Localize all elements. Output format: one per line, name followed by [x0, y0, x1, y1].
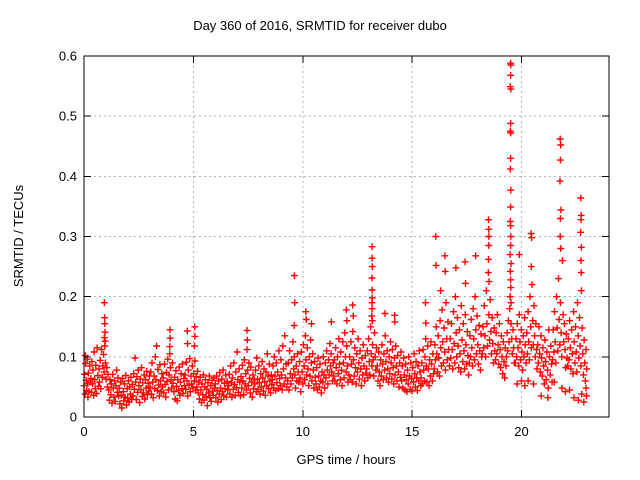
x-axis-label: GPS time / hours — [296, 452, 396, 467]
x-tick-label: 0 — [80, 424, 87, 439]
x-tick-label: 20 — [514, 424, 528, 439]
x-tick-label: 15 — [405, 424, 419, 439]
y-tick-label: 0.5 — [59, 109, 77, 124]
y-tick-label: 0.6 — [59, 49, 77, 64]
y-tick-label: 0.1 — [59, 349, 77, 364]
y-tick-label: 0.4 — [59, 169, 77, 184]
x-tick-label: 10 — [296, 424, 310, 439]
scatter-points — [80, 59, 591, 412]
x-tick-label: 5 — [190, 424, 197, 439]
chart-title: Day 360 of 2016, SRMTID for receiver dub… — [193, 18, 447, 33]
y-tick-label: 0 — [70, 410, 77, 425]
y-tick-label: 0.3 — [59, 229, 77, 244]
y-tick-label: 0.2 — [59, 289, 77, 304]
